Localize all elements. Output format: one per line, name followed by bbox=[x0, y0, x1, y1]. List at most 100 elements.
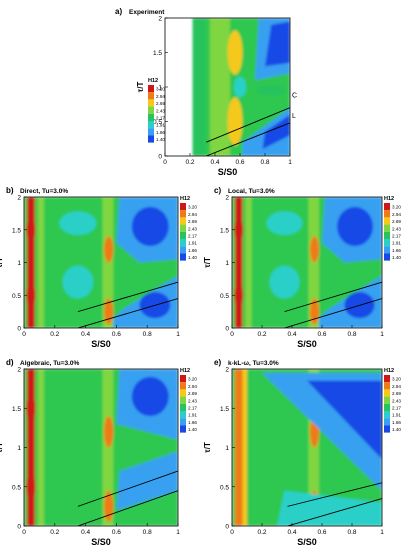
legend-swatch bbox=[180, 239, 186, 247]
contour-field bbox=[24, 369, 178, 526]
y-tick-label: 0.5 bbox=[220, 484, 229, 491]
legend-swatch bbox=[148, 85, 154, 93]
trajectory-line-1 bbox=[77, 281, 178, 313]
x-tick-label: 0.4 bbox=[287, 529, 296, 536]
x-axis-label: S/S0 bbox=[91, 339, 111, 349]
y-tick-label: 0 bbox=[225, 524, 229, 531]
x-tick-label: 0.4 bbox=[287, 331, 296, 338]
x-tick-label: 1 bbox=[380, 529, 384, 536]
legend-swatch bbox=[180, 389, 186, 397]
y-axis-label: τ/T bbox=[0, 257, 4, 268]
x-tick-label: 0.8 bbox=[260, 159, 269, 166]
color-legend: H12 3.20 2.94 2.69 2.43 2.17 1.91 1.66 1.40 bbox=[180, 368, 197, 433]
legend-label: 3.20 bbox=[156, 87, 165, 92]
legend-label: 2.94 bbox=[188, 384, 197, 389]
cyan-region-bottom bbox=[277, 490, 382, 526]
legend-swatch bbox=[148, 113, 154, 121]
trajectory-line-2 bbox=[284, 298, 382, 328]
plot-area bbox=[232, 369, 382, 526]
y-tick-label: 2 bbox=[17, 367, 21, 374]
x-tick-label: 0.8 bbox=[143, 331, 152, 338]
x-tick-label: 0 bbox=[163, 159, 167, 166]
x-axis-label: S/S0 bbox=[297, 339, 317, 349]
legend-swatch bbox=[180, 418, 186, 426]
legend-swatch bbox=[384, 253, 390, 261]
x-tick-label: 0.6 bbox=[112, 529, 121, 536]
cyan-region-1 bbox=[266, 211, 303, 235]
legend-swatch bbox=[384, 396, 390, 404]
legend-label: 1.40 bbox=[392, 427, 401, 432]
legend-label: 1.91 bbox=[188, 413, 197, 418]
legend-swatch bbox=[180, 375, 186, 383]
panel-letter: e) bbox=[214, 358, 221, 367]
y-tick-label: 0.5 bbox=[220, 293, 229, 300]
x-tick-label: 0.4 bbox=[81, 331, 90, 338]
panel-letter: b) bbox=[6, 186, 14, 195]
color-legend: H12 3.20 2.94 2.69 2.43 2.17 1.91 1.66 1.40 bbox=[384, 368, 401, 433]
hot-spot-1 bbox=[26, 469, 36, 505]
trajectory-line-1 bbox=[284, 281, 382, 313]
y-tick-label: 1.5 bbox=[220, 406, 229, 413]
legend-label: 2.43 bbox=[392, 226, 401, 231]
legend-swatch bbox=[180, 231, 186, 239]
x-tick-label: 0.4 bbox=[210, 159, 219, 166]
legend-swatch bbox=[384, 217, 390, 225]
chart-panel-4: d) Algebraic, Tu=3.0% 0 0.2 0.4 0.6 0.8 1 0 0.5 1 1… bbox=[0, 358, 197, 547]
legend-swatch bbox=[384, 210, 390, 218]
blue-region-bottom bbox=[116, 451, 178, 511]
legend-swatch bbox=[180, 217, 186, 225]
mid-hot-2 bbox=[310, 236, 319, 263]
trajectory-line-2 bbox=[77, 298, 178, 328]
x-tick-label: 0 bbox=[22, 529, 26, 536]
x-tick-label: 0.4 bbox=[81, 529, 90, 536]
color-legend: H12 3.20 2.94 2.69 2.43 2.17 1.91 1.66 1.40 bbox=[384, 196, 401, 261]
y-tick-label: 1.5 bbox=[220, 227, 229, 234]
band-2 bbox=[256, 84, 287, 96]
legend-swatch bbox=[148, 99, 154, 107]
hot-spot-2 bbox=[234, 215, 244, 245]
region-lowest-top bbox=[265, 21, 290, 67]
legend-label: 1.40 bbox=[156, 137, 165, 142]
legend-label: 2.69 bbox=[188, 391, 197, 396]
hot-spot-2 bbox=[26, 390, 36, 426]
chart-panel-3: c) Local, Tu=3.0% 0 0.2 0.4 0.6 0.8 1 0 0.5 1 1.5 2 S… bbox=[203, 186, 401, 349]
mid-strip bbox=[308, 197, 319, 328]
trajectory-line-l bbox=[206, 122, 290, 156]
legend-swatch bbox=[180, 253, 186, 261]
legend-title: H12 bbox=[148, 78, 158, 84]
y-tick-label: 0.5 bbox=[153, 119, 162, 126]
y-tick-label: 1 bbox=[225, 260, 229, 267]
legend-swatch bbox=[180, 411, 186, 419]
x-tick-label: 0.2 bbox=[50, 529, 59, 536]
mid-strip bbox=[102, 197, 114, 328]
legend-label: 1.40 bbox=[188, 427, 197, 432]
x-tick-label: 1 bbox=[380, 331, 384, 338]
legend-label: 2.69 bbox=[392, 391, 401, 396]
warm-strip-left bbox=[37, 369, 45, 526]
warm-strip-left bbox=[37, 197, 45, 328]
trajectory-line-2 bbox=[287, 498, 382, 526]
x-tick-label: 0.2 bbox=[50, 331, 59, 338]
x-tick-label: 0.6 bbox=[317, 331, 326, 338]
x-tick-label: 0.2 bbox=[257, 331, 266, 338]
legend-title: H12 bbox=[180, 196, 190, 202]
legend-title: H12 bbox=[384, 368, 394, 374]
hot-strip-left bbox=[27, 369, 35, 526]
y-tick-label: 2 bbox=[225, 367, 229, 374]
legend-label: 3.20 bbox=[188, 377, 197, 382]
region-lowest-bottom bbox=[262, 114, 290, 150]
warm-strip-left bbox=[245, 197, 252, 328]
legend-label: 1.91 bbox=[156, 123, 165, 128]
legend-label: 1.66 bbox=[188, 248, 197, 253]
legend-swatch bbox=[148, 121, 154, 129]
plot-area bbox=[232, 197, 382, 328]
line-label-l: L bbox=[292, 113, 296, 120]
trough-1 bbox=[233, 76, 247, 98]
legend-label: 2.17 bbox=[188, 406, 197, 411]
legend-label: 1.66 bbox=[188, 420, 197, 425]
panel-letter: a) bbox=[115, 7, 122, 16]
blue-core-top bbox=[131, 206, 169, 247]
legend-swatch bbox=[384, 382, 390, 390]
contour-field bbox=[232, 197, 382, 328]
